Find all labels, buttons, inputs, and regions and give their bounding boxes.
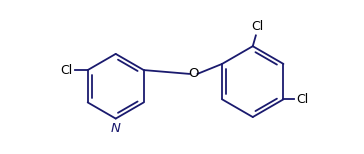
Text: Cl: Cl (296, 93, 308, 106)
Text: O: O (188, 67, 199, 80)
Text: N: N (111, 122, 120, 135)
Text: Cl: Cl (60, 64, 72, 77)
Text: Cl: Cl (251, 20, 264, 33)
